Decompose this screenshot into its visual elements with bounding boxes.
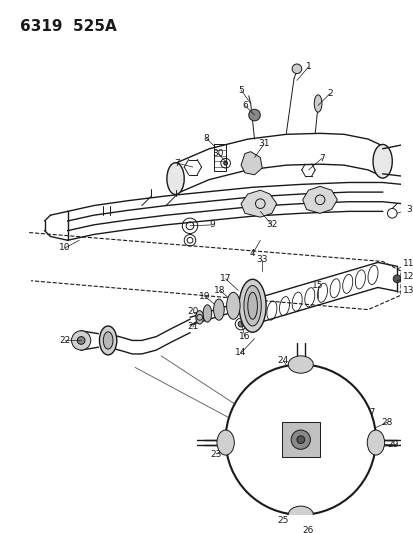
Text: 7: 7 [174, 159, 180, 168]
Ellipse shape [366, 430, 384, 455]
Circle shape [290, 430, 310, 449]
Text: 26: 26 [302, 526, 313, 533]
Text: 4: 4 [249, 249, 255, 259]
Text: 24: 24 [277, 356, 288, 365]
Text: 22: 22 [59, 336, 70, 345]
Text: 17: 17 [219, 274, 231, 284]
Text: 20: 20 [187, 307, 198, 316]
Text: 16: 16 [239, 332, 250, 341]
Ellipse shape [239, 279, 266, 332]
Circle shape [292, 64, 301, 74]
Text: 19: 19 [198, 292, 210, 301]
Text: 23: 23 [210, 450, 221, 458]
Ellipse shape [287, 356, 313, 373]
Text: 7: 7 [318, 154, 324, 163]
Ellipse shape [202, 305, 211, 322]
Text: 5: 5 [237, 85, 243, 94]
Polygon shape [240, 152, 261, 175]
Text: 30: 30 [212, 149, 223, 158]
Ellipse shape [195, 311, 203, 324]
Text: 6319  525A: 6319 525A [19, 19, 116, 34]
Bar [214, 144, 225, 171]
Text: 29: 29 [387, 440, 398, 449]
Circle shape [77, 337, 85, 344]
Ellipse shape [243, 286, 261, 326]
Text: 27: 27 [363, 408, 375, 417]
Ellipse shape [103, 332, 113, 349]
Ellipse shape [166, 163, 184, 195]
Circle shape [71, 331, 90, 350]
Text: 10: 10 [59, 244, 70, 253]
Circle shape [225, 365, 375, 515]
Text: 2: 2 [326, 90, 332, 99]
Ellipse shape [313, 95, 321, 112]
Ellipse shape [213, 299, 224, 320]
Text: 31: 31 [258, 140, 269, 149]
Text: 15: 15 [312, 281, 323, 290]
Ellipse shape [287, 506, 313, 523]
Ellipse shape [226, 292, 240, 319]
Circle shape [296, 436, 304, 443]
Text: 21: 21 [187, 322, 198, 332]
Text: 6: 6 [242, 101, 247, 110]
Polygon shape [302, 187, 337, 213]
Circle shape [237, 321, 243, 327]
Text: 9: 9 [209, 220, 214, 229]
Circle shape [248, 109, 260, 121]
Ellipse shape [372, 144, 392, 178]
Text: 28: 28 [381, 418, 392, 427]
Text: 18: 18 [214, 286, 225, 295]
Circle shape [223, 161, 227, 165]
Text: 8: 8 [203, 134, 209, 143]
Text: 13: 13 [402, 286, 413, 295]
Text: 25: 25 [277, 516, 288, 525]
Ellipse shape [216, 430, 234, 455]
Text: 32: 32 [266, 220, 277, 229]
Text: 12: 12 [402, 272, 413, 281]
Text: 11: 11 [402, 259, 413, 268]
Text: 14: 14 [235, 349, 246, 358]
Text: 3: 3 [405, 205, 411, 214]
Circle shape [392, 275, 400, 282]
Text: 33: 33 [256, 255, 267, 264]
Ellipse shape [247, 292, 257, 319]
Text: 1: 1 [305, 62, 311, 71]
Ellipse shape [99, 326, 116, 355]
Polygon shape [240, 190, 276, 217]
Bar [281, 422, 319, 457]
